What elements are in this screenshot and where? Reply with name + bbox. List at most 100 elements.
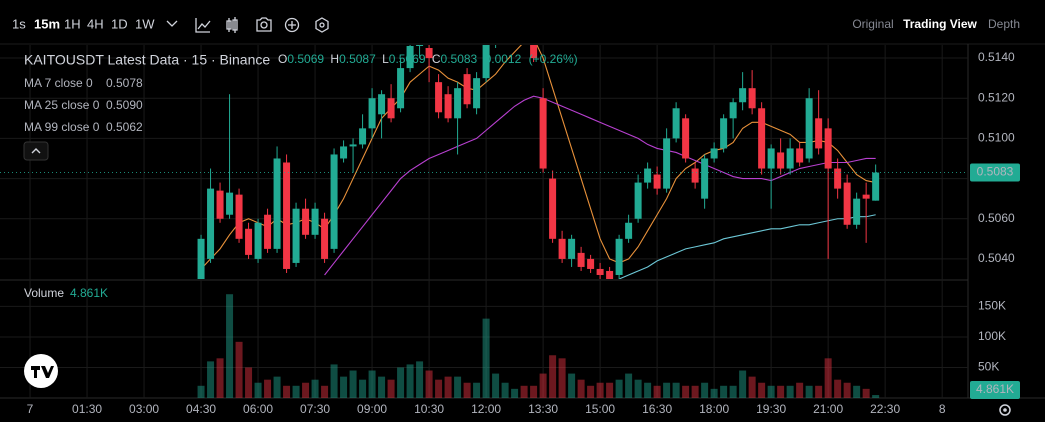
volume-tick-label: 100K xyxy=(978,329,1006,343)
candle-body xyxy=(587,258,595,269)
logo-badge[interactable] xyxy=(24,354,58,388)
candle-body xyxy=(691,168,699,183)
ma-legend-value: 0.5078 xyxy=(106,76,143,90)
price-tick-label: 0.5140 xyxy=(978,50,1015,64)
volume-bar xyxy=(292,385,300,398)
settings-icon[interactable] xyxy=(315,17,329,33)
view-tab[interactable]: Original xyxy=(852,17,893,31)
time-tick-label: 16:30 xyxy=(642,402,672,416)
candle-body xyxy=(872,172,880,201)
close-value: 0.5083 xyxy=(441,52,478,66)
volume-bar xyxy=(815,385,823,398)
volume-bar xyxy=(682,385,690,398)
volume-bar xyxy=(378,376,386,398)
volume-bar xyxy=(767,385,775,398)
volume-bar xyxy=(273,376,281,398)
candle-body xyxy=(577,252,585,267)
candle-body xyxy=(710,148,718,159)
volume-bar xyxy=(311,379,319,398)
candle-body xyxy=(387,98,395,119)
time-tick-label: 21:00 xyxy=(813,402,843,416)
candle-body xyxy=(435,82,443,113)
candle-body xyxy=(397,68,405,109)
chart-type-icon[interactable] xyxy=(226,17,238,33)
volume-bar xyxy=(425,370,433,398)
volume-bar xyxy=(520,385,528,398)
volume-bar xyxy=(330,364,338,398)
time-tick-label: 7 xyxy=(27,402,34,416)
snapshot-icon[interactable] xyxy=(256,17,272,32)
volume-bar xyxy=(463,382,471,398)
interval-button[interactable]: 1W xyxy=(135,16,155,31)
time-tick-label: 09:00 xyxy=(357,402,387,416)
candle-body xyxy=(625,222,633,239)
candle-body xyxy=(359,128,367,145)
candle-body xyxy=(815,118,823,149)
time-tick-label: 18:00 xyxy=(699,402,729,416)
volume-bar xyxy=(577,379,585,398)
candle-body xyxy=(416,45,424,47)
volume-bar xyxy=(444,376,452,398)
time-tick-label: 04:30 xyxy=(186,402,216,416)
volume-bar xyxy=(748,376,756,398)
volume-bar xyxy=(834,379,842,398)
volume-bar xyxy=(216,358,224,398)
interval-button[interactable]: 1s xyxy=(12,16,26,31)
legend-title: KAITOUSDT Latest Data · 15 · Binance xyxy=(24,52,270,68)
time-tick-label: 13:30 xyxy=(528,402,558,416)
add-icon-plus xyxy=(288,21,296,29)
time-tick-label: 06:00 xyxy=(243,402,273,416)
overlay: 0.50400.50600.50800.51000.51200.514050K1… xyxy=(0,50,1020,416)
interval-button[interactable]: 1H xyxy=(64,16,81,31)
volume-bar xyxy=(777,385,785,398)
candle-body xyxy=(777,152,785,169)
volume-bar xyxy=(701,382,709,398)
volume-bar xyxy=(539,373,547,398)
candle-body xyxy=(796,148,804,163)
candle-body xyxy=(672,108,680,139)
volume-bar xyxy=(625,373,633,398)
interval-button[interactable]: 1D xyxy=(111,16,128,31)
grid xyxy=(0,45,968,398)
candle-body xyxy=(330,154,338,249)
candle-body xyxy=(539,98,547,169)
candle-body xyxy=(482,45,490,79)
volume-bar xyxy=(235,341,243,398)
volume-bar xyxy=(454,376,462,398)
open-value: 0.5069 xyxy=(287,52,324,66)
volume-legend-value: 4.861K xyxy=(70,286,108,300)
candles xyxy=(197,45,880,279)
candle-body xyxy=(254,222,262,259)
candle-body xyxy=(292,208,300,263)
volume-bar xyxy=(226,294,234,398)
volume-bar xyxy=(843,382,851,398)
volume-bar xyxy=(482,318,490,398)
candle-body xyxy=(748,88,756,109)
candle-body xyxy=(729,102,737,119)
volume-bar xyxy=(596,382,604,398)
volume-bar xyxy=(368,370,376,398)
interval-button[interactable]: 4H xyxy=(87,16,104,31)
last-volume-label: 4.861K xyxy=(976,382,1014,396)
candle-body xyxy=(283,162,291,269)
interval-dropdown[interactable] xyxy=(166,20,178,27)
interval-button-active[interactable]: 15m xyxy=(34,16,60,31)
view-tab[interactable]: Depth xyxy=(988,17,1020,31)
settings-button[interactable] xyxy=(999,404,1011,416)
volume-bar xyxy=(397,367,405,398)
candle-body xyxy=(758,108,766,169)
settings-icon-center xyxy=(319,22,325,28)
candle-body xyxy=(311,208,319,235)
view-tab-active[interactable]: Trading View xyxy=(903,17,977,31)
last-price-label: 0.5083 xyxy=(977,165,1014,179)
add-icon[interactable] xyxy=(284,17,300,33)
collapse-legend-button[interactable] xyxy=(23,141,49,161)
volume-bar xyxy=(672,382,680,398)
candle-body xyxy=(473,78,481,109)
open-key: O xyxy=(278,52,287,66)
candle-body xyxy=(425,48,433,59)
candle-body xyxy=(302,208,310,235)
last-volume-badge xyxy=(970,381,1020,399)
indicator-icon[interactable] xyxy=(195,18,211,33)
